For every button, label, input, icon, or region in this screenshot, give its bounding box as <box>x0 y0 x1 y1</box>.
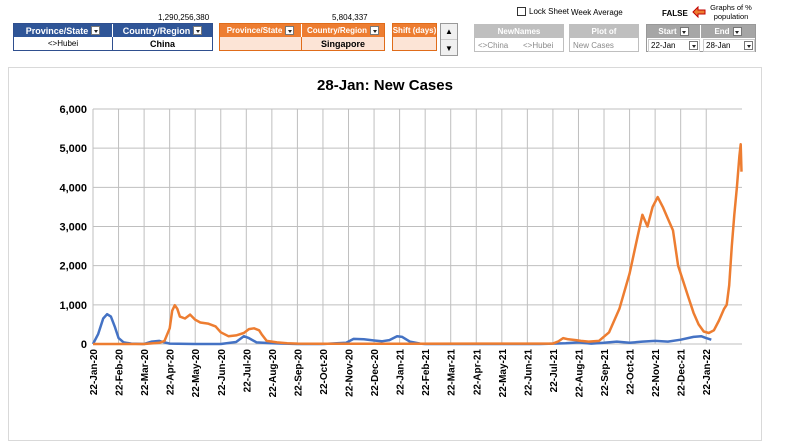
x-tick-label: 22-Dec-21 <box>677 349 688 397</box>
lock-sheet-label: Lock Sheet <box>529 7 570 16</box>
start-select[interactable]: 22-Jan <box>648 39 700 52</box>
chart-area: 28-Jan: New Cases 0 1,000 2,000 3,000 4,000 5… <box>8 67 762 441</box>
newnames-value-1: <>China <box>478 41 509 50</box>
province-value-right[interactable] <box>220 37 302 50</box>
y-tick-label: 6,000 <box>59 104 87 116</box>
plot-of-value: New Cases <box>573 41 614 50</box>
province-header-left[interactable]: Province/State <box>14 24 113 37</box>
y-tick-label: 3,000 <box>59 222 87 234</box>
end-header[interactable]: End <box>701 25 755 38</box>
x-tick-label: 22-Aug-21 <box>574 349 585 398</box>
plot-of-header: Plot of <box>570 25 638 38</box>
country-header-left[interactable]: Country/Region <box>113 24 212 37</box>
x-tick-label: 22-Jul-21 <box>549 349 560 393</box>
date-range-box: Start End 22-Jan 28-Jan <box>646 24 756 52</box>
start-value: 22-Jan <box>651 41 676 50</box>
x-tick-label: 22-Jun-21 <box>523 349 534 396</box>
y-tick-label: 0 <box>81 339 87 351</box>
x-tick-label: 22-Nov-21 <box>651 349 662 397</box>
x-tick-label: 22-Jul-20 <box>242 349 253 393</box>
country-header-right[interactable]: Country/Region <box>302 24 384 37</box>
right-region-selector: Province/State Country/Region Singapore <box>219 23 385 51</box>
x-tick-label: 22-Feb-20 <box>115 349 126 396</box>
end-value: 28-Jan <box>706 41 731 50</box>
spin-up-icon[interactable]: ▲ <box>441 24 457 40</box>
series-line-2 <box>93 143 743 346</box>
x-tick-label: 22-Sep-21 <box>600 349 611 397</box>
week-average-label: Week Average <box>571 8 623 17</box>
x-tick-label: 22-Apr-20 <box>166 349 177 396</box>
country-value-left[interactable]: China <box>113 37 212 50</box>
x-tick-label: 22-Feb-21 <box>421 349 432 396</box>
y-tick-label: 4,000 <box>59 182 87 194</box>
checkbox-icon[interactable] <box>517 7 526 16</box>
chevron-down-icon[interactable] <box>91 26 101 35</box>
x-tick-label: 22-Oct-21 <box>626 349 637 395</box>
x-tick-label: 22-Jan-22 <box>702 349 713 396</box>
newnames-value-2: <>Hubei <box>523 41 554 50</box>
arrow-left-icon[interactable] <box>692 6 706 18</box>
x-tick-label: 22-May-20 <box>191 349 202 398</box>
shift-spinner: ▲ ▼ <box>440 23 458 56</box>
x-tick-label: 22-Dec-20 <box>370 349 381 397</box>
country-value-right[interactable]: Singapore <box>302 37 384 50</box>
y-tick-label: 5,000 <box>59 143 87 155</box>
graphs-population-label: Graphs of % population <box>710 3 752 21</box>
spin-down-icon[interactable]: ▼ <box>445 43 453 53</box>
province-header-label: Province/State <box>25 25 89 36</box>
chevron-down-icon[interactable] <box>744 41 753 50</box>
lock-sheet-checkbox[interactable]: Lock Sheet <box>517 7 569 16</box>
y-tick-label: 2,000 <box>59 261 87 273</box>
left-region-selector: Province/State Country/Region <>Hubei Ch… <box>13 23 213 51</box>
x-tick-label: 22-Jan-20 <box>89 349 100 396</box>
end-header-label: End <box>714 27 730 36</box>
false-label: FALSE <box>662 9 688 18</box>
x-tick-label: 22-Jun-20 <box>217 349 228 396</box>
shift-header: Shift (days) <box>392 24 437 37</box>
x-tick-label: 22-Nov-20 <box>345 349 356 397</box>
x-tick-label: 22-Apr-21 <box>472 349 483 396</box>
chevron-down-icon[interactable] <box>689 41 698 50</box>
province-header-right[interactable]: Province/State <box>220 24 302 37</box>
x-tick-label: 22-Aug-20 <box>268 349 279 398</box>
country-header-label: Country/Region <box>307 26 367 35</box>
shift-value[interactable] <box>393 37 436 50</box>
x-tick-label: 22-May-21 <box>498 349 509 398</box>
x-tick-label: 22-Mar-20 <box>140 349 151 396</box>
country-header-label: Country/Region <box>122 25 191 36</box>
x-tick-label: 22-Sep-20 <box>293 349 304 397</box>
chevron-down-icon[interactable] <box>193 26 203 35</box>
line-chart: 0 1,000 2,000 3,000 4,000 5,000 6,000 22-Jan-20… <box>59 104 743 398</box>
x-tick-label: 22-Jan-21 <box>396 349 407 396</box>
province-value-left[interactable]: <>Hubei <box>14 37 113 50</box>
end-select[interactable]: 28-Jan <box>703 39 755 52</box>
newnames-box: NewNames <>China <>Hubei <box>474 24 564 52</box>
plot-of-box: Plot of New Cases <box>569 24 639 52</box>
y-tick-label: 1,000 <box>59 300 87 312</box>
population-right: 5,804,337 <box>332 13 368 22</box>
shift-days-field: Shift (days) <box>392 23 437 51</box>
chevron-down-icon[interactable] <box>732 27 742 36</box>
chevron-down-icon[interactable] <box>679 27 689 36</box>
start-header[interactable]: Start <box>647 25 701 38</box>
province-header-label: Province/State <box>226 26 283 35</box>
chevron-down-icon[interactable] <box>285 26 295 35</box>
x-tick-label: 22-Mar-21 <box>447 349 458 396</box>
x-tick-label: 22-Oct-20 <box>319 349 330 395</box>
population-left: 1,290,256,380 <box>158 13 210 22</box>
chevron-down-icon[interactable] <box>370 26 379 35</box>
start-header-label: Start <box>658 27 677 36</box>
newnames-header: NewNames <box>475 25 563 38</box>
chart-title: 28-Jan: New Cases <box>317 77 453 94</box>
